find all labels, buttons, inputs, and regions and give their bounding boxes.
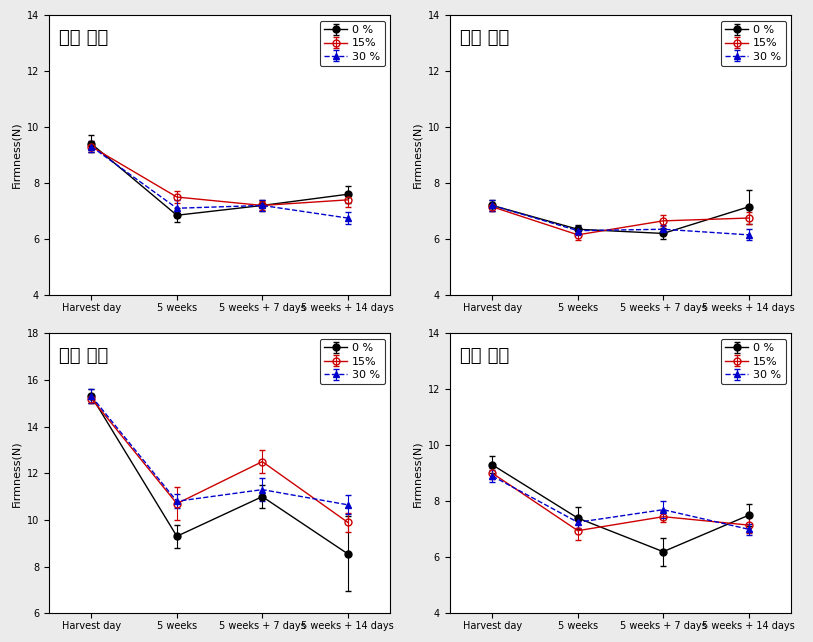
Text: 내부 상단: 내부 상단	[460, 29, 509, 47]
Legend: 0 %, 15%, 30 %: 0 %, 15%, 30 %	[721, 339, 785, 385]
Text: 외부 하단: 외부 하단	[59, 347, 108, 365]
Legend: 0 %, 15%, 30 %: 0 %, 15%, 30 %	[320, 21, 385, 66]
Y-axis label: Firmness(N): Firmness(N)	[11, 122, 21, 188]
Legend: 0 %, 15%, 30 %: 0 %, 15%, 30 %	[721, 21, 785, 66]
Y-axis label: Firmness(N): Firmness(N)	[11, 440, 21, 507]
Text: 내부 하단: 내부 하단	[460, 347, 509, 365]
Text: 외부 상단: 외부 상단	[59, 29, 108, 47]
Y-axis label: Firmness(N): Firmness(N)	[412, 122, 422, 188]
Y-axis label: Firmness(N): Firmness(N)	[412, 440, 422, 507]
Legend: 0 %, 15%, 30 %: 0 %, 15%, 30 %	[320, 339, 385, 385]
